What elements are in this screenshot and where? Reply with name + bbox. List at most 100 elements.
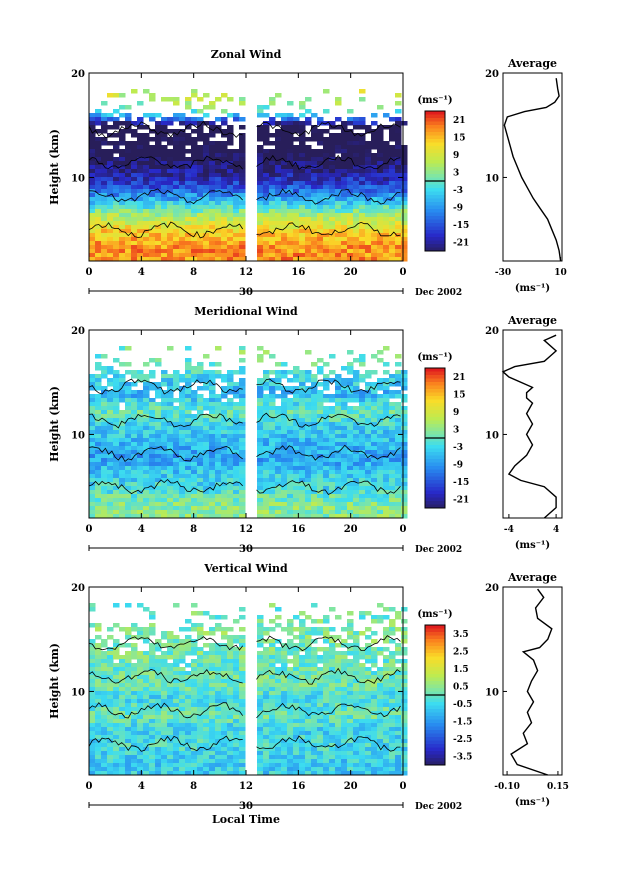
heatmap-cell: [203, 386, 210, 391]
heatmap-cell: [107, 141, 114, 146]
heatmap-cell: [311, 233, 318, 238]
heatmap-cell: [197, 502, 204, 507]
heatmap-cell: [215, 233, 222, 238]
heatmap-cell: [317, 217, 324, 222]
heatmap-cell: [125, 173, 132, 178]
heatmap-cell: [299, 498, 306, 503]
heatmap-cell: [131, 498, 138, 503]
colorbar-tick-label: -9: [453, 203, 463, 213]
heatmap-cell: [167, 229, 174, 234]
heatmap-cell: [275, 113, 282, 118]
heatmap-cell: [191, 711, 198, 716]
heatmap-cell: [131, 394, 138, 399]
heatmap-cell: [371, 390, 378, 395]
heatmap-cell: [221, 458, 228, 463]
heatmap-cell: [311, 402, 318, 407]
heatmap-cell: [353, 446, 360, 451]
heatmap-cell: [281, 498, 288, 503]
heatmap-cell: [227, 137, 234, 142]
heatmap-cell: [101, 229, 108, 234]
heatmap-cell: [161, 245, 168, 250]
heatmap-cell: [335, 494, 342, 499]
heatmap-cell: [143, 434, 150, 439]
heatmap-cell: [173, 209, 180, 214]
heatmap-cell: [305, 667, 312, 672]
heatmap-cell: [269, 165, 276, 170]
heatmap-cell: [287, 101, 294, 106]
heatmap-cell: [287, 257, 294, 262]
heatmap-cell: [335, 482, 342, 487]
heatmap-cell: [179, 181, 186, 186]
heatmap-cell: [185, 470, 192, 475]
heatmap-cell: [257, 454, 264, 459]
heatmap-cell: [119, 470, 126, 475]
heatmap-cell: [209, 153, 216, 158]
heatmap-cell: [395, 711, 402, 716]
heatmap-cell: [101, 466, 108, 471]
heatmap-cell: [263, 386, 270, 391]
heatmap-cell: [293, 233, 300, 238]
heatmap-cell: [299, 133, 306, 138]
heatmap-cell: [107, 478, 114, 483]
heatmap-cell: [299, 217, 306, 222]
heatmap-cell: [359, 390, 366, 395]
heatmap-cell: [347, 185, 354, 190]
heatmap-cell: [95, 683, 102, 688]
heatmap-cell: [119, 695, 126, 700]
heatmap-cell: [263, 157, 270, 162]
heatmap-cell: [371, 145, 378, 150]
heatmap-cell: [113, 486, 120, 491]
heatmap-cell: [317, 667, 324, 672]
heatmap-cell: [131, 663, 138, 668]
heatmap-cell: [353, 133, 360, 138]
heatmap-cell: [353, 655, 360, 660]
heatmap-cell: [401, 639, 408, 644]
heatmap-cell: [149, 117, 156, 122]
heatmap-cell: [137, 703, 144, 708]
heatmap-cell: [143, 502, 150, 507]
heatmap-cell: [137, 510, 144, 515]
heatmap-cell: [287, 165, 294, 170]
heatmap-cell: [329, 205, 336, 210]
heatmap-cell: [359, 378, 366, 383]
heatmap-cell: [239, 510, 246, 515]
heatmap-cell: [197, 510, 204, 515]
heatmap-cell: [359, 631, 366, 636]
heatmap-cell: [317, 426, 324, 431]
heatmap-cell: [305, 446, 312, 451]
heatmap-cell: [95, 366, 102, 371]
heatmap-cell: [167, 257, 174, 262]
heatmap-cell: [359, 494, 366, 499]
heatmap-cell: [317, 121, 324, 126]
heatmap-cell: [239, 466, 246, 471]
colorbar-unit: (ms⁻¹): [417, 95, 452, 106]
heatmap-cell: [341, 446, 348, 451]
heatmap-cell: [371, 141, 378, 146]
heatmap-cell: [95, 422, 102, 427]
heatmap-cell: [215, 679, 222, 684]
heatmap-cell: [143, 691, 150, 696]
heatmap-cell: [197, 703, 204, 708]
heatmap-cell: [209, 494, 216, 499]
heatmap-cell: [323, 410, 330, 415]
heatmap-cell: [185, 434, 192, 439]
heatmap-cell: [203, 655, 210, 660]
heatmap-cell: [215, 117, 222, 122]
heatmap-cell: [353, 430, 360, 435]
heatmap-cell: [143, 153, 150, 158]
heatmap-cell: [119, 675, 126, 680]
heatmap-cell: [227, 446, 234, 451]
heatmap-cell: [95, 398, 102, 403]
heatmap-cell: [113, 217, 120, 222]
heatmap-cell: [107, 671, 114, 676]
heatmap-cell: [167, 494, 174, 499]
heatmap-cell: [299, 181, 306, 186]
heatmap-cell: [281, 165, 288, 170]
heatmap-cell: [161, 205, 168, 210]
heatmap-cell: [95, 470, 102, 475]
heatmap-cell: [131, 647, 138, 652]
heatmap-cell: [173, 703, 180, 708]
heatmap-cell: [305, 655, 312, 660]
heatmap-cell: [89, 454, 96, 459]
heatmap-cell: [275, 173, 282, 178]
